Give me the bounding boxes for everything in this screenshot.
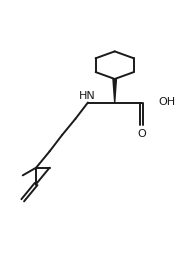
Text: OH: OH bbox=[159, 97, 176, 107]
Text: HN: HN bbox=[79, 91, 95, 101]
Polygon shape bbox=[113, 80, 116, 103]
Text: O: O bbox=[137, 129, 146, 138]
